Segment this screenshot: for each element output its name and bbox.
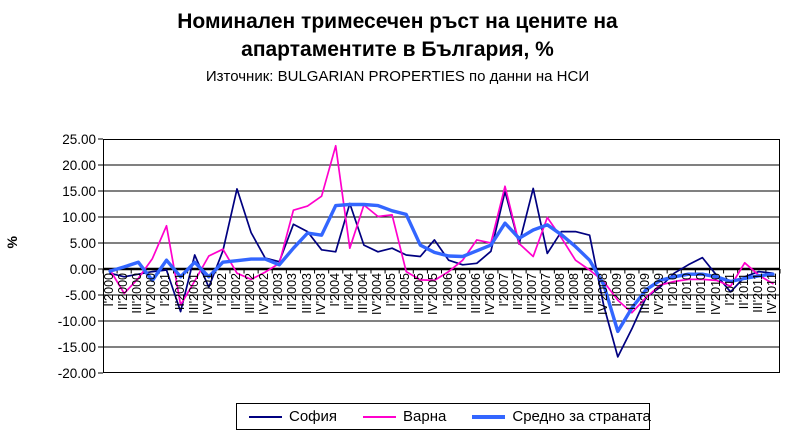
y-tick-label: -20.00	[57, 365, 96, 381]
x-axis-label: I'2001	[158, 273, 173, 307]
legend-label-sofia: София	[289, 408, 338, 425]
x-axis-label: IV'2005	[426, 273, 441, 316]
y-tick-label: 5.00	[69, 235, 96, 251]
x-axis-label: II'2007	[511, 273, 526, 311]
x-axis-label: III'2009	[638, 273, 652, 314]
x-axis-label: III'2010	[694, 273, 709, 314]
x-axis-label: III'2004	[355, 273, 370, 314]
chart-subtitle: Източник: BULGARIAN PROPERTIES по данни …	[205, 68, 590, 85]
x-axis-label: II'2004	[341, 273, 356, 311]
x-axis-label: III'2008	[581, 273, 596, 314]
x-axis-label: I'2006	[440, 273, 455, 307]
x-axis-label: II'2003	[285, 273, 300, 311]
x-axis-label: IV'2001	[200, 273, 215, 316]
legend-item-sofia: София	[249, 408, 337, 425]
chart-title-line-2: апартаментите в България, %	[241, 38, 554, 61]
x-axis-label: II'2001	[172, 273, 187, 311]
x-axis-label: IV'2000	[144, 273, 159, 316]
x-axis-label: IV'2010	[708, 273, 723, 316]
y-tick-label: 15.00	[62, 183, 96, 199]
x-axis-label: I'2011	[722, 273, 737, 306]
x-axis-label: IV'2008	[595, 273, 610, 316]
y-tick-label: 25.00	[62, 131, 96, 147]
x-axis-label: III'2002	[243, 273, 258, 314]
series-line-varna	[109, 144, 774, 314]
x-axis-label: III'2000	[130, 273, 145, 314]
x-axis-label: III'2011	[750, 273, 765, 313]
y-tick-label: 20.00	[62, 157, 96, 173]
chart-title-line-1: Номинален тримесечен ръст на цените на	[177, 10, 618, 33]
x-axis-label: II'2005	[398, 273, 413, 311]
x-axis-label: III'2005	[412, 273, 427, 314]
x-axis-label: IV'2006	[482, 273, 497, 316]
x-axis-label: I'2005	[384, 273, 399, 307]
y-tick-label: 10.00	[62, 209, 96, 225]
x-axis-label: II'2006	[454, 273, 469, 311]
x-axis-label: II'2000	[116, 273, 131, 311]
x-axis-label: IV'2011	[764, 273, 779, 315]
legend-label-country-average: Средно за страната	[512, 408, 651, 425]
y-tick-label: 0.00	[69, 261, 96, 277]
x-axis-label: I'2010	[666, 273, 681, 307]
x-axis-label: IV'2009	[652, 273, 667, 316]
x-axis-label: I'2000	[102, 273, 117, 307]
x-axis-label: III'2001	[186, 273, 201, 314]
plot-area	[98, 138, 781, 374]
y-axis-title: %	[4, 236, 20, 249]
legend-line-sample-varna	[363, 415, 397, 418]
x-axis-label: IV'2004	[370, 273, 385, 316]
series-line-country-average	[108, 202, 775, 334]
x-axis-label: IV'2002	[257, 273, 272, 316]
legend-line-sample-sofia	[249, 415, 282, 418]
x-axis-label: II'2002	[228, 273, 243, 311]
x-axis-label: I'2003	[271, 273, 286, 307]
x-axis-label: IV'2007	[539, 273, 554, 316]
x-axis-label: III'2007	[525, 273, 540, 314]
legend: София Варна Средно за страната	[236, 403, 651, 430]
legend-label-varna: Варна	[403, 408, 447, 425]
legend-item-varna: Варна	[363, 408, 446, 425]
y-tick-label: -10.00	[57, 313, 96, 329]
legend-line-sample-country-average	[472, 414, 506, 419]
x-axis-label: III'2003	[299, 273, 314, 314]
x-axis-label: III'2006	[468, 273, 483, 314]
x-axis-label: I'2008	[553, 273, 568, 307]
x-axis-label: II'2010	[680, 273, 695, 311]
x-axis-label: I'2004	[327, 273, 342, 307]
y-tick-label: -15.00	[57, 339, 96, 355]
x-axis-label: II'2009	[623, 273, 638, 311]
x-axis-label: I'2007	[496, 273, 511, 307]
x-axis-label: II'2011	[736, 273, 751, 310]
x-axis-label: I'2002	[214, 273, 229, 307]
x-axis-label: IV'2003	[313, 273, 328, 316]
y-tick-label: -5.00	[65, 287, 96, 303]
legend-item-country-average: Средно за страната	[472, 408, 651, 425]
x-axis-label: I'2009	[609, 273, 624, 307]
x-axis-label: II'2008	[567, 273, 582, 311]
chart-header: Номинален тримесечен ръст на цените на а…	[0, 8, 795, 88]
